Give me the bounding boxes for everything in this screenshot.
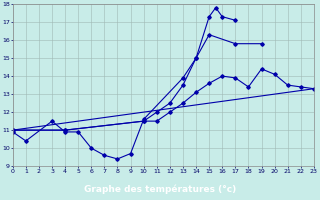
Text: Graphe des températures (°c): Graphe des températures (°c) (84, 184, 236, 194)
